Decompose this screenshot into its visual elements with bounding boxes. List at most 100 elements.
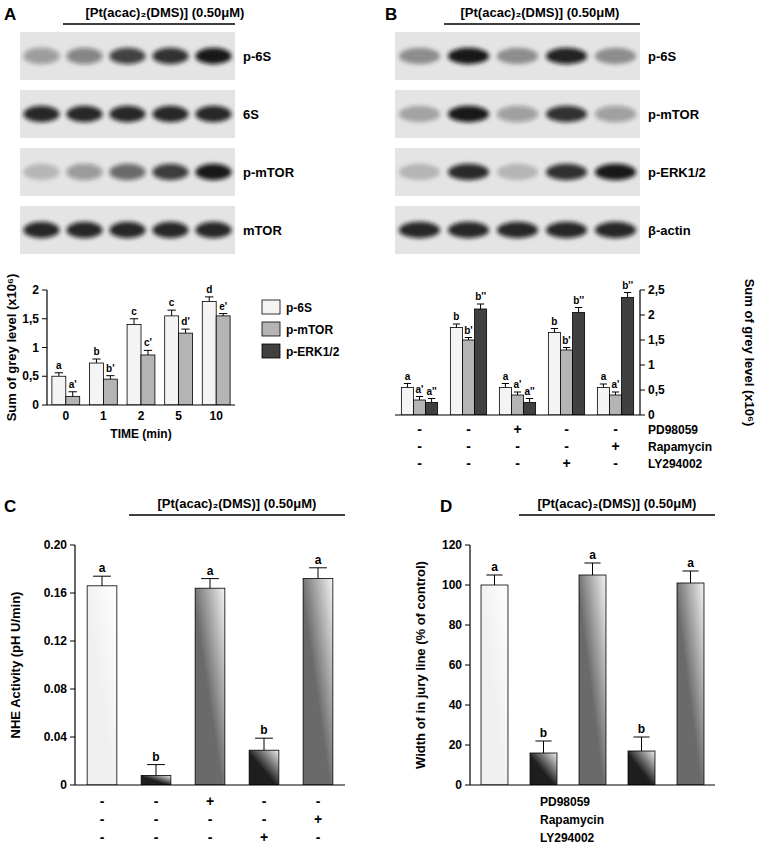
mark-labels: ababaa'b'a'b'a'a''b''a''b''b'' <box>405 280 633 397</box>
treatment-header: [Pt(acac)₂(DMS)] (0.50μM) <box>86 5 245 20</box>
y-tick <box>70 593 75 594</box>
y-tick <box>465 745 470 746</box>
legend-label: p-ERK1/2 <box>286 345 340 359</box>
y-axis <box>74 545 75 785</box>
blot-band <box>152 164 188 180</box>
bar <box>179 333 193 405</box>
x-tick-label: 10 <box>210 409 224 423</box>
panel: A[Pt(acac)₂(DMS)] (0.50μM)p-6S6Sp-mTORmT… <box>4 5 295 441</box>
y-tick-label: 60 <box>449 658 463 672</box>
error-bar <box>106 376 114 379</box>
x-tick-label: 5 <box>175 409 182 423</box>
y-tick <box>42 347 47 348</box>
blot-label: 6S <box>243 107 259 122</box>
blot-band <box>399 222 440 238</box>
bar <box>401 388 413 416</box>
panel: D[Pt(acac)₂(DMS)] (0.50μM)ababa020406080… <box>413 496 715 792</box>
legend: p-6Sp-mTORp-ERK1/2 <box>262 300 340 359</box>
blot-band <box>448 164 489 180</box>
bars <box>481 563 704 785</box>
y-tick <box>465 665 470 666</box>
panel: B[Pt(acac)₂(DMS)] (0.50μM)p-6Sp-mTORp-ER… <box>262 5 757 471</box>
significance-label: b'' <box>475 291 486 302</box>
bars <box>401 293 633 416</box>
treatment-sign: - <box>515 438 520 454</box>
significance-label: b'' <box>573 295 584 306</box>
header-bracket <box>129 514 345 516</box>
y-tick-label: 20 <box>449 738 463 752</box>
legend-label: p-mTOR <box>286 323 333 337</box>
treatment-sign: - <box>466 421 471 437</box>
blot-band <box>23 106 59 122</box>
error-bar <box>55 373 63 376</box>
y-tick <box>465 585 470 586</box>
y-tick <box>640 290 645 291</box>
y-tick-label: 0 <box>455 778 462 792</box>
bar <box>127 325 141 406</box>
y-tick <box>42 376 47 377</box>
bar <box>413 400 425 415</box>
bar <box>141 355 155 405</box>
x-axis <box>395 414 640 415</box>
treatment-sign: - <box>208 811 213 827</box>
error-bar <box>633 737 649 751</box>
error-bar <box>563 348 570 351</box>
significance-label: d <box>206 284 212 295</box>
bars <box>87 568 333 785</box>
blot-band <box>66 106 102 122</box>
error-bar <box>404 384 411 388</box>
error-bar <box>465 338 472 341</box>
bar <box>195 588 225 785</box>
blot-band <box>399 164 440 180</box>
treatment-sign: + <box>513 421 521 437</box>
significance-label: b <box>93 346 99 357</box>
treatment-name: LY294002 <box>648 457 703 471</box>
blot-band <box>152 48 188 64</box>
blot-band <box>448 106 489 122</box>
y-tick <box>70 545 75 546</box>
blot-band <box>448 222 489 238</box>
error-bar <box>624 293 631 298</box>
error-bar <box>502 384 509 388</box>
treatment-header: [Pt(acac)₂(DMS)] (0.50μM) <box>158 496 317 511</box>
bar <box>524 403 536 416</box>
error-bar <box>255 738 273 750</box>
x-axis <box>470 784 715 785</box>
blot-band <box>595 48 636 64</box>
bar <box>216 316 230 405</box>
significance-label: a <box>589 548 596 562</box>
significance-label: a <box>207 564 214 578</box>
legend-swatch <box>262 322 280 336</box>
blot-band <box>497 222 538 238</box>
treatment-sign: + <box>314 811 322 827</box>
blot-band <box>66 48 102 64</box>
significance-label: b' <box>562 335 571 346</box>
bar <box>249 750 279 785</box>
treatment-sign: - <box>417 421 422 437</box>
y-tick <box>42 290 47 291</box>
y-tick-label: 2 <box>648 308 655 322</box>
blot-band <box>66 222 102 238</box>
y-tick-label: 0 <box>32 398 39 412</box>
bar <box>165 316 179 405</box>
significance-label: a <box>687 556 694 570</box>
bar <box>481 585 508 785</box>
blot-label: p-6S <box>648 49 677 64</box>
legend-swatch <box>262 344 280 358</box>
significance-label: c <box>131 306 137 317</box>
y-tick <box>70 785 75 786</box>
bar <box>548 333 560 416</box>
blot-label: p-ERK1/2 <box>648 165 706 180</box>
treatment-sign: - <box>417 438 422 454</box>
error-bar <box>575 308 582 313</box>
panel-label: B <box>385 5 397 24</box>
y-axis-label: NHE Activity (pH U/min) <box>8 592 23 739</box>
y-tick-label: 40 <box>449 698 463 712</box>
y-tick-label: 0 <box>648 408 655 422</box>
treatment-sign: + <box>562 455 570 471</box>
error-bar <box>92 359 100 363</box>
x-tick-label: 0 <box>62 409 69 423</box>
error-bar <box>147 765 165 776</box>
significance-label: c <box>169 297 175 308</box>
significance-label: a <box>491 560 498 574</box>
